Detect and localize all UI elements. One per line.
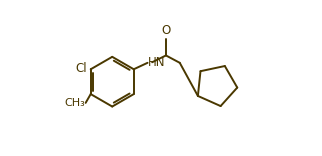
- Text: Cl: Cl: [75, 62, 87, 75]
- Text: O: O: [161, 24, 171, 37]
- Text: HN: HN: [148, 56, 166, 69]
- Text: CH₃: CH₃: [64, 98, 85, 108]
